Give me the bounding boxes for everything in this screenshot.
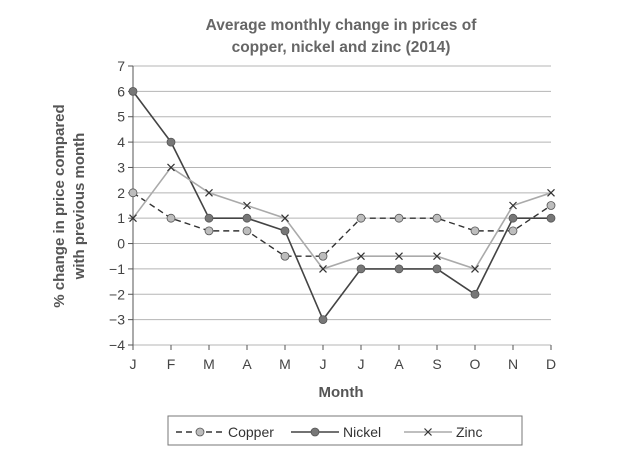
y-tick-label: −1	[109, 261, 125, 277]
data-point-zinc	[357, 252, 365, 261]
legend-swatch-marker	[195, 427, 205, 437]
data-point-nickel	[128, 86, 138, 96]
data-point-copper	[508, 226, 518, 236]
data-point-nickel	[546, 213, 556, 223]
data-point-copper	[394, 213, 404, 223]
data-point-nickel	[318, 315, 328, 325]
y-tick-label: 2	[117, 185, 125, 201]
y-tick-label: 3	[117, 159, 125, 175]
data-point-zinc	[509, 201, 517, 210]
x-axis-title: Month	[319, 384, 364, 401]
data-point-nickel	[508, 213, 518, 223]
series-line-nickel	[132, 90, 551, 322]
y-tick-label: 4	[117, 134, 125, 150]
x-tick-label: J	[130, 356, 137, 372]
y-axis-title-line-2: with previous month	[71, 133, 88, 281]
y-tick-label: 0	[117, 236, 125, 252]
x-tick-label: M	[203, 356, 215, 372]
legend-swatch-marker	[310, 427, 320, 437]
x-tick-label: A	[394, 356, 404, 372]
y-tick-label: 1	[117, 210, 125, 226]
legend-box	[167, 415, 523, 446]
data-point-copper	[280, 251, 290, 261]
legend-items: Copper Nickel Zinc	[176, 424, 482, 440]
data-point-copper	[546, 201, 556, 210]
y-axis-title-line-1: % change in price compared	[51, 104, 68, 307]
data-point-copper	[356, 213, 366, 223]
y-tick-label: −4	[109, 337, 125, 353]
legend-swatch-marker	[424, 428, 432, 436]
chart-title-line-2: copper, nickel and zinc (2014)	[232, 39, 451, 56]
data-point-nickel	[394, 264, 404, 274]
data-point-nickel	[356, 264, 366, 274]
y-tick-label: 7	[117, 58, 125, 74]
data-point-zinc	[471, 264, 479, 273]
y-tick-label: 6	[117, 83, 125, 99]
x-tick-label: M	[279, 356, 291, 372]
data-point-copper	[242, 226, 252, 236]
legend-label: Nickel	[343, 424, 381, 440]
data-point-zinc	[319, 264, 327, 273]
y-axis-ticks: 7 6 5 4 3 2 1 0 −1 −2 −3 −4	[109, 58, 134, 353]
data-point-copper	[432, 213, 442, 223]
x-tick-label: J	[358, 356, 365, 372]
series-zinc	[129, 163, 555, 273]
series-line-zinc	[132, 166, 552, 270]
series-nickel	[128, 86, 556, 325]
y-tick-label: −2	[109, 286, 125, 302]
data-point-zinc	[547, 188, 555, 197]
data-point-zinc	[243, 201, 251, 210]
data-point-copper	[470, 226, 480, 236]
data-point-nickel	[242, 213, 252, 223]
x-tick-label: O	[470, 356, 481, 372]
legend: Copper Nickel Zinc	[167, 415, 523, 446]
legend-label: Copper	[228, 424, 274, 440]
x-tick-label: N	[508, 356, 518, 372]
data-point-zinc	[395, 252, 403, 261]
data-point-copper	[204, 226, 214, 236]
data-point-nickel	[166, 137, 176, 147]
data-point-copper	[166, 213, 176, 223]
data-point-nickel	[204, 213, 214, 223]
data-point-zinc	[433, 252, 441, 261]
data-point-nickel	[280, 226, 290, 236]
data-point-nickel	[470, 289, 480, 299]
series-copper	[128, 188, 556, 261]
legend-item-nickel: Nickel	[291, 424, 381, 440]
x-tick-label: A	[242, 356, 252, 372]
data-point-zinc	[205, 188, 213, 197]
data-point-zinc	[129, 214, 137, 223]
data-point-copper	[128, 188, 138, 198]
data-point-copper	[318, 251, 328, 261]
x-tick-label: D	[546, 356, 556, 372]
data-point-nickel	[432, 264, 442, 274]
data-point-zinc	[167, 163, 175, 172]
legend-item-zinc: Zinc	[404, 424, 482, 440]
y-tick-label: −3	[109, 312, 125, 328]
x-tick-label: F	[167, 356, 176, 372]
chart-title-line-1: Average monthly change in prices of	[206, 17, 478, 34]
x-tick-label: S	[432, 356, 441, 372]
x-tick-label: J	[320, 356, 327, 372]
legend-item-copper: Copper	[176, 424, 274, 440]
y-tick-label: 5	[117, 109, 125, 125]
grid	[133, 65, 551, 346]
legend-label: Zinc	[456, 424, 482, 440]
series-line-copper	[132, 192, 552, 257]
series-group	[128, 86, 556, 325]
data-point-zinc	[281, 214, 289, 223]
